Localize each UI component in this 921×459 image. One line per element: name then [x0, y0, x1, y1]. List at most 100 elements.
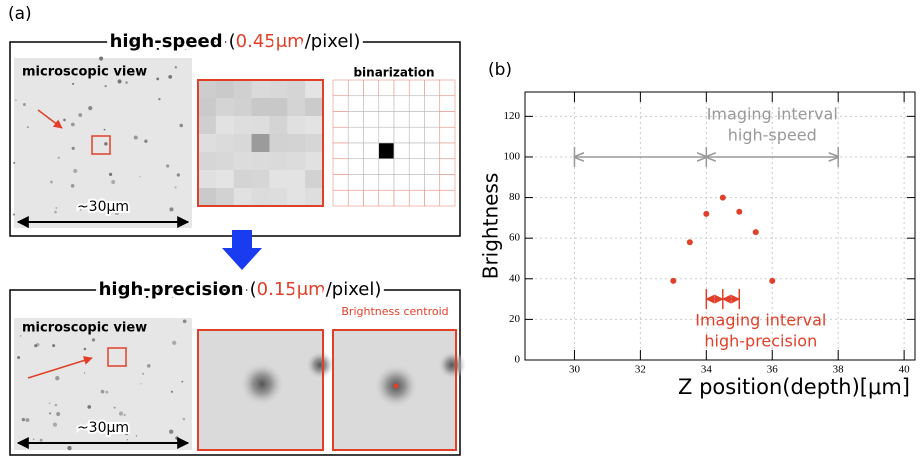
- unit-tail: /pixel): [326, 279, 382, 300]
- speck: [176, 173, 180, 177]
- pixel: [378, 79, 395, 97]
- pixel: [363, 174, 380, 191]
- micro-image: [14, 318, 192, 451]
- y-tick-label: 100: [504, 151, 521, 163]
- speck: [50, 180, 53, 184]
- spot: [306, 351, 334, 379]
- spot: [438, 351, 466, 379]
- zoom-frame: [197, 79, 324, 207]
- speck: [54, 210, 57, 214]
- pixel: [251, 80, 270, 99]
- speck: [111, 179, 116, 184]
- pixel: [233, 116, 253, 135]
- x-tick-label: 30: [569, 364, 581, 376]
- speck: [125, 81, 128, 84]
- pixel: [363, 126, 380, 144]
- pixel: [332, 174, 349, 191]
- x-tick-label: 40: [899, 364, 911, 376]
- pixel: [424, 174, 441, 191]
- speck: [170, 390, 174, 393]
- centroid: [393, 383, 399, 389]
- roi: [91, 135, 111, 155]
- speck: [123, 413, 126, 417]
- pixel: [233, 98, 253, 117]
- unit-tail: /pixel): [305, 31, 361, 52]
- point: [670, 277, 677, 284]
- speck: [39, 438, 43, 442]
- speck: [105, 390, 109, 394]
- pointer: [37, 109, 63, 129]
- point: [686, 239, 693, 246]
- pixel: [378, 174, 395, 191]
- speck: [83, 347, 87, 351]
- pixel: [439, 158, 456, 175]
- x-tick-label: 36: [767, 364, 779, 376]
- pixel: [424, 142, 441, 160]
- pixel: [332, 158, 349, 175]
- unit: μm: [297, 279, 326, 300]
- roi: [107, 347, 127, 367]
- pixel: [408, 95, 425, 112]
- pixel: [378, 189, 395, 207]
- speck: [32, 328, 34, 330]
- speck: [179, 123, 183, 128]
- pixel: [287, 98, 306, 117]
- speck: [156, 77, 160, 81]
- speck: [158, 97, 161, 101]
- panel-label: (b): [488, 60, 512, 80]
- pixel: [233, 188, 253, 207]
- pixel: [378, 126, 395, 144]
- pixel: [408, 126, 425, 144]
- pixel: [393, 158, 410, 175]
- pixel: [287, 134, 306, 153]
- pixel: [439, 126, 456, 144]
- pixel: [269, 116, 288, 135]
- pixel: [198, 170, 217, 189]
- x-tick-label: 32: [635, 364, 646, 376]
- speck: [13, 161, 16, 164]
- micro-image: [12, 56, 192, 229]
- speck: [100, 389, 105, 394]
- speck: [118, 411, 124, 416]
- pixel: [215, 152, 235, 171]
- pixel: [393, 189, 410, 207]
- pixel: [393, 79, 410, 97]
- y-tick-label: 80: [509, 191, 521, 203]
- pixel: [269, 188, 288, 207]
- speck: [63, 118, 66, 122]
- pixel: [408, 189, 425, 207]
- speck: [142, 372, 145, 375]
- speck: [70, 122, 75, 127]
- pixel: [198, 98, 217, 117]
- pixel: [347, 142, 364, 160]
- pixel: [198, 152, 217, 171]
- pixel: [393, 174, 410, 191]
- pixel: [424, 111, 441, 128]
- scale: 0.15: [257, 279, 297, 300]
- paren: (: [229, 31, 236, 52]
- speck: [140, 383, 142, 385]
- speck: [55, 206, 58, 209]
- pixel: [305, 152, 324, 171]
- speck: [103, 128, 106, 131]
- pixel: [347, 111, 364, 128]
- speck: [124, 431, 129, 436]
- pixel: [424, 126, 441, 144]
- spot: [240, 362, 284, 406]
- pixel: [215, 170, 235, 189]
- pixel: [347, 174, 364, 191]
- unit: μm: [276, 31, 305, 52]
- pixel: [215, 98, 235, 117]
- pixel: [287, 116, 306, 135]
- pixel: [363, 111, 380, 128]
- pixel: [287, 152, 306, 171]
- pixel: [233, 170, 253, 189]
- speck: [109, 172, 113, 176]
- section-title: high-precision (0.15μm/pixel): [99, 279, 382, 300]
- pixel: [439, 111, 456, 128]
- pixel: [251, 170, 270, 189]
- speck: [19, 335, 22, 337]
- speck: [172, 340, 177, 345]
- x-tick-label: 38: [833, 364, 845, 376]
